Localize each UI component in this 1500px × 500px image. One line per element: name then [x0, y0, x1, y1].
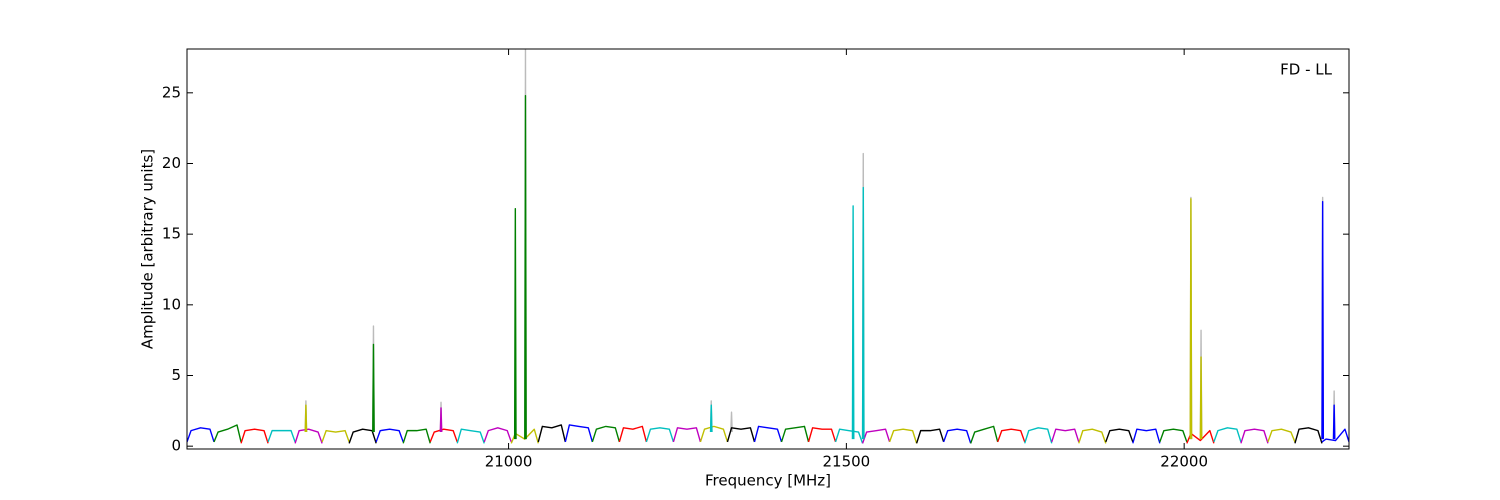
- spectrum-line: [970, 425, 999, 444]
- spectrum-line: [1321, 428, 1349, 443]
- x-tick-label: 22000: [1160, 453, 1208, 471]
- x-tick-label: 21500: [823, 453, 871, 471]
- spectrum-line: [753, 425, 783, 443]
- spectrum-line: [439, 407, 443, 433]
- y-tick-label: 10: [162, 295, 181, 313]
- spectrum-line: [304, 198, 1203, 440]
- y-tick-label: 0: [171, 437, 181, 455]
- spectrum-line: [618, 425, 648, 443]
- y-tick-label: 15: [162, 225, 181, 243]
- spectrum-line: [672, 427, 702, 443]
- spectrum-line: [1321, 200, 1336, 440]
- spectrum-line: [997, 428, 1026, 443]
- spectrum-line: [304, 49, 1336, 440]
- spectrum-line: [456, 428, 485, 444]
- y-tick-label: 25: [162, 83, 181, 101]
- spectrum-line: [645, 427, 675, 443]
- spectrum-line: [699, 425, 729, 443]
- spectrum-line: [1240, 428, 1269, 444]
- spectrum-line: [709, 186, 865, 440]
- spectrum-line: [1132, 428, 1161, 444]
- spectrum-line: [537, 424, 567, 443]
- spectrum-line: [267, 429, 296, 443]
- spectrum-line: [1267, 428, 1296, 443]
- spectrum-line: [564, 424, 594, 443]
- spectrum-line: [348, 428, 377, 444]
- spectrum-line: [483, 427, 512, 443]
- spectrum-line: [213, 424, 242, 443]
- spectrum-line: [321, 429, 350, 443]
- spectrum-line: [834, 428, 864, 444]
- spectrum-line: [1294, 427, 1323, 444]
- spectrum-line: [942, 428, 972, 444]
- spectrum-line: [375, 428, 404, 443]
- spectrum-line: [861, 428, 891, 444]
- spectrum-line: [1159, 428, 1188, 443]
- spectrum-line: [1024, 427, 1053, 444]
- spectrum-line: [372, 94, 527, 440]
- y-axis-label: Amplitude [arbitrary units]: [139, 149, 157, 349]
- spectrum-line: [1051, 428, 1080, 443]
- spectrum-line: [429, 428, 458, 443]
- spectrum-line: [1078, 428, 1107, 444]
- spectrum-line: [780, 425, 810, 443]
- spectrum-line: [402, 428, 431, 444]
- y-tick-label: 20: [162, 154, 181, 172]
- annotation: FD - LL: [1280, 61, 1332, 79]
- x-axis-label: Frequency [MHz]: [705, 472, 831, 490]
- spectrum-line: [915, 428, 945, 444]
- spectrum-line: [240, 428, 269, 444]
- spectrum-line: [888, 428, 918, 444]
- spectrum-line: [294, 428, 323, 444]
- plot-area: [187, 49, 1349, 444]
- spectrum-line: [1213, 427, 1242, 443]
- spectrum-line: [807, 427, 837, 443]
- spectrum-line: [591, 425, 621, 443]
- x-tick-label: 21000: [485, 453, 533, 471]
- y-tick-label: 5: [171, 366, 181, 384]
- axes-frame: [186, 48, 1350, 450]
- spectrum-line: [187, 427, 215, 443]
- spectrum-line: [726, 427, 756, 443]
- spectrum-line: [1105, 428, 1134, 443]
